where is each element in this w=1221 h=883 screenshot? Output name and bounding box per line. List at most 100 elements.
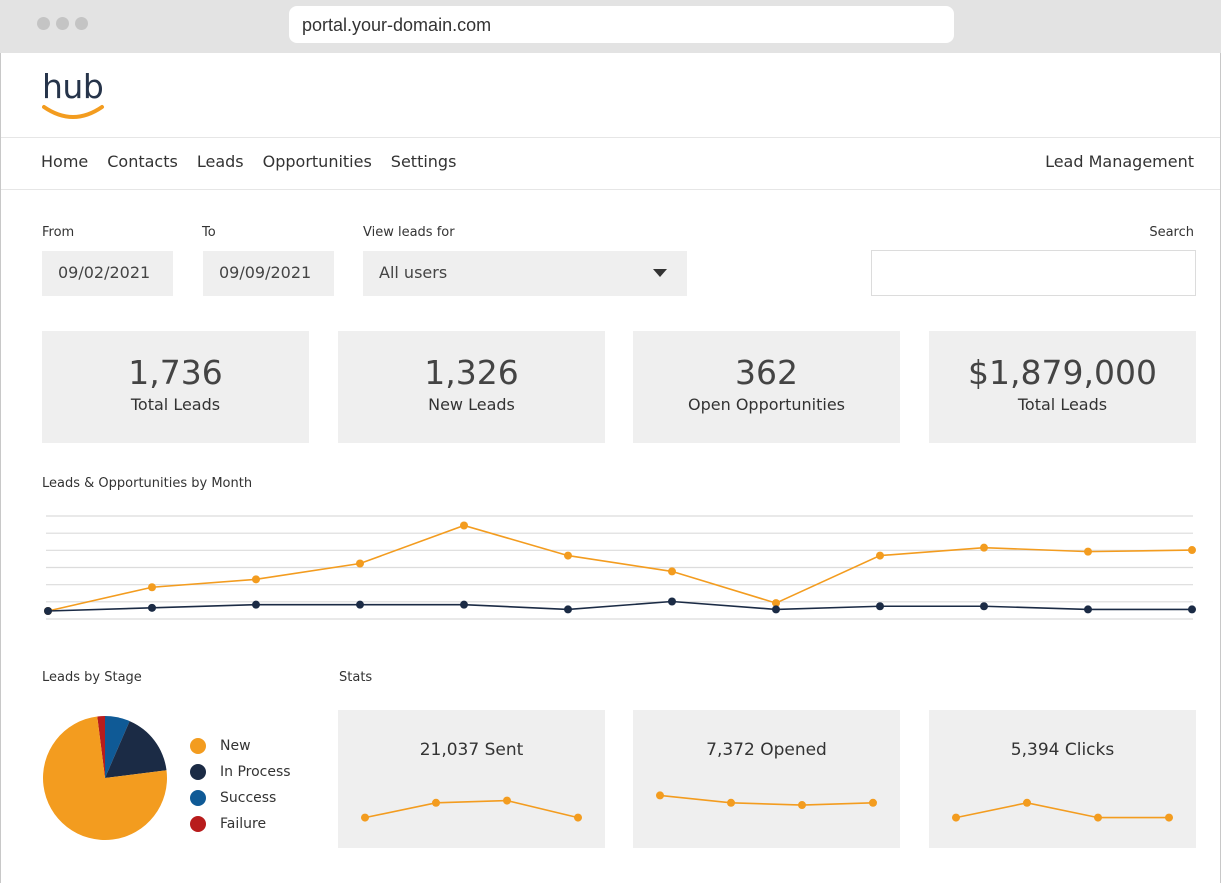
legend-swatch: [190, 764, 206, 780]
sparkline: [659, 794, 874, 806]
series-0-point: [148, 583, 156, 592]
sparkline-point: [361, 813, 369, 822]
clicks-sparkline: [952, 798, 1173, 822]
series-0-point: [356, 559, 364, 568]
sparkline-point: [1094, 813, 1102, 822]
kpi-label: Open Opportunities: [688, 395, 845, 414]
stat-title: 5,394 Clicks: [1010, 740, 1115, 760]
address-bar[interactable]: portal.your-domain.com: [289, 6, 954, 43]
series-0-point: [876, 551, 884, 560]
series-1-point: [44, 607, 52, 615]
nav-item-settings[interactable]: Settings: [390, 152, 457, 171]
sparkline-point: [432, 798, 440, 807]
series-1-point: [356, 600, 364, 609]
legend-label: Success: [220, 790, 277, 806]
pie-slice-success: [105, 716, 130, 778]
series-0-point: [460, 521, 468, 530]
stat-title: 7,372 Opened: [706, 740, 827, 760]
legend-item-in-process: In Process: [190, 759, 291, 785]
from-date-input[interactable]: 09/02/2021: [42, 251, 173, 296]
kpi-card-open-opportunities: 362 Open Opportunities: [633, 331, 900, 443]
kpi-value: 362: [735, 353, 798, 392]
legend-swatch: [190, 790, 206, 806]
search-label: Search: [1149, 225, 1194, 240]
caret-down-icon: [653, 269, 667, 277]
sparkline-point: [503, 796, 511, 805]
nav-item-leads[interactable]: Leads: [196, 152, 244, 171]
logo-smile-icon: [42, 105, 104, 119]
sparkline-point: [1165, 813, 1173, 822]
series-1-point: [980, 602, 988, 611]
nav-item-contacts[interactable]: Contacts: [107, 152, 178, 171]
legend-swatch: [190, 816, 206, 832]
legend-label: Failure: [220, 816, 267, 832]
legend-item-new: New: [190, 733, 291, 759]
pie-slice-new: [42, 716, 167, 840]
series-line-1: [47, 600, 1192, 612]
legend-swatch: [190, 738, 206, 754]
pie-slice-failure: [97, 716, 105, 778]
sparkline-point: [952, 813, 960, 822]
stat-card-sent: 21,037 Sent: [338, 710, 605, 848]
pie-legend: New In Process Success Failure: [190, 733, 291, 837]
legend-item-success: Success: [190, 785, 291, 811]
legend-item-failure: Failure: [190, 811, 291, 837]
sparkline-point: [656, 791, 664, 800]
nav-item-lead-management[interactable]: Lead Management: [1045, 152, 1194, 171]
stat-title: 21,037 Sent: [419, 740, 524, 760]
series-0-point: [668, 567, 676, 576]
main-nav: Home Contacts Leads Opportunities Settin…: [1, 137, 1220, 190]
nav-item-home[interactable]: Home: [41, 152, 89, 171]
sparkline: [364, 799, 579, 819]
series-1-point: [460, 600, 468, 609]
series-0-point: [252, 575, 260, 584]
to-label: To: [202, 225, 216, 240]
pie-chart-title: Leads by Stage: [42, 670, 142, 685]
leads-by-stage-pie-chart: [42, 716, 167, 840]
series-1-point: [1084, 605, 1092, 614]
view-leads-select[interactable]: All users: [363, 251, 687, 296]
series-0-point: [980, 543, 988, 552]
hub-logo[interactable]: hub: [42, 68, 106, 124]
kpi-label: Total Leads: [1017, 395, 1108, 414]
view-leads-value: All users: [379, 263, 448, 282]
window-dot-maximize[interactable]: [75, 17, 88, 30]
leads-opportunities-line-chart: [44, 515, 1196, 620]
search-input[interactable]: [871, 250, 1196, 296]
pie-slice-in-process: [105, 721, 167, 778]
series-0-point: [564, 551, 572, 560]
browser-toolbar: portal.your-domain.com: [0, 0, 1221, 53]
logo-text: hub: [42, 67, 104, 106]
series-1-point: [1188, 605, 1196, 614]
kpi-value: 1,326: [424, 353, 519, 392]
to-date-input[interactable]: 09/09/2021: [203, 251, 334, 296]
kpi-card-new-leads: 1,326 New Leads: [338, 331, 605, 443]
window-dot-minimize[interactable]: [56, 17, 69, 30]
series-1-point: [252, 600, 260, 609]
kpi-label: New Leads: [428, 395, 515, 414]
line-chart-title: Leads & Opportunities by Month: [42, 476, 253, 491]
view-leads-label: View leads for: [363, 225, 455, 240]
series-1-point: [772, 605, 780, 614]
window-dot-close[interactable]: [37, 17, 50, 30]
legend-label: New: [220, 738, 251, 754]
series-0-point: [1188, 546, 1196, 555]
series-1-point: [148, 603, 156, 612]
sparkline: [955, 801, 1169, 819]
page: hub Home Contacts Leads Opportunities Se…: [0, 53, 1221, 883]
kpi-value: 1,736: [128, 353, 223, 392]
sparkline-point: [798, 801, 806, 810]
series-1-point: [564, 605, 572, 614]
sparkline-point: [574, 813, 582, 822]
kpi-card-total-leads: 1,736 Total Leads: [42, 331, 309, 443]
series-0-point: [1084, 547, 1092, 556]
sparkline-point: [869, 798, 877, 807]
kpi-label: Total Leads: [130, 395, 221, 414]
series-0-point: [772, 599, 780, 608]
series-1-point: [876, 602, 884, 611]
series-line-0: [47, 524, 1193, 612]
sparkline-point: [1023, 798, 1031, 807]
nav-item-opportunities[interactable]: Opportunities: [262, 152, 372, 171]
stats-title: Stats: [339, 670, 373, 685]
sparkline-point: [727, 798, 735, 807]
